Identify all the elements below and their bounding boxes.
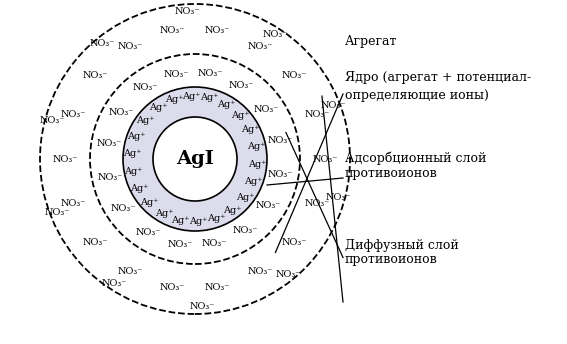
Text: NO₃⁻: NO₃⁻ [320, 101, 346, 110]
Text: Агрегат: Агрегат [345, 35, 397, 49]
Text: NO₃⁻: NO₃⁻ [111, 204, 137, 213]
Text: NO₃⁻: NO₃⁻ [247, 42, 273, 51]
Text: Ag⁺: Ag⁺ [189, 217, 208, 226]
Text: Ag⁺: Ag⁺ [248, 160, 267, 169]
Text: NO₃⁻: NO₃⁻ [175, 7, 200, 16]
Text: AgI: AgI [176, 150, 214, 168]
Text: NO₃⁻: NO₃⁻ [190, 302, 215, 311]
Text: NO₃⁻: NO₃⁻ [163, 69, 189, 78]
Text: NO₃⁻: NO₃⁻ [304, 110, 330, 119]
Text: Ag⁺: Ag⁺ [123, 149, 142, 158]
Text: Ag⁺: Ag⁺ [136, 116, 154, 125]
Text: NO₃⁻: NO₃⁻ [205, 26, 230, 35]
Text: Ag⁺: Ag⁺ [171, 216, 190, 225]
Circle shape [153, 117, 237, 201]
Text: NO₃⁻: NO₃⁻ [133, 83, 158, 92]
Text: NO₃⁻: NO₃⁻ [160, 282, 185, 291]
Text: NO₃⁻: NO₃⁻ [109, 108, 134, 117]
Text: Ag⁺: Ag⁺ [127, 131, 146, 141]
Text: NO₃⁻: NO₃⁻ [304, 199, 330, 208]
Circle shape [123, 87, 267, 231]
Text: Диффузный слой: Диффузный слой [345, 238, 459, 251]
Text: NO₃⁻: NO₃⁻ [197, 69, 223, 78]
Text: NO₃⁻: NO₃⁻ [96, 139, 122, 148]
Text: NO₃⁻: NO₃⁻ [312, 154, 338, 163]
Text: NO₃⁻: NO₃⁻ [263, 30, 288, 39]
Text: определяющие ионы): определяющие ионы) [345, 88, 489, 101]
Text: NO₃⁻: NO₃⁻ [276, 269, 301, 279]
Text: NO₃⁻: NO₃⁻ [232, 226, 257, 235]
Text: Ag⁺: Ag⁺ [223, 205, 241, 215]
Text: NO₃⁻: NO₃⁻ [267, 136, 293, 145]
Text: Ag⁺: Ag⁺ [235, 193, 254, 202]
Text: Ag⁺: Ag⁺ [217, 100, 235, 109]
Text: Ag⁺: Ag⁺ [124, 167, 142, 176]
Text: NO₃⁻: NO₃⁻ [117, 42, 143, 51]
Text: Ядро (агрегат + потенциал-: Ядро (агрегат + потенциал- [345, 72, 531, 85]
Text: NO₃⁻: NO₃⁻ [83, 71, 108, 80]
Text: NO₃⁻: NO₃⁻ [205, 282, 230, 291]
Text: NO₃⁻: NO₃⁻ [229, 81, 255, 90]
Text: противоионов: противоионов [345, 254, 438, 267]
Text: NO₃⁻: NO₃⁻ [60, 110, 86, 119]
Text: NO₃⁻: NO₃⁻ [44, 207, 70, 216]
Text: NO₃⁻: NO₃⁻ [39, 116, 65, 125]
Text: Ag⁺: Ag⁺ [164, 95, 183, 104]
Text: NO₃⁻: NO₃⁻ [325, 193, 350, 202]
Text: NO₃⁻: NO₃⁻ [160, 26, 185, 35]
Text: NO₃⁻: NO₃⁻ [247, 267, 273, 276]
Text: NO₃⁻: NO₃⁻ [282, 238, 307, 247]
Text: Ag⁺: Ag⁺ [242, 125, 260, 134]
Text: Ag⁺: Ag⁺ [244, 178, 263, 186]
Text: Ag⁺: Ag⁺ [248, 142, 266, 151]
Text: NO₃⁻: NO₃⁻ [268, 170, 293, 179]
Text: NO₃⁻: NO₃⁻ [201, 239, 227, 248]
Text: NO₃⁻: NO₃⁻ [256, 201, 281, 210]
Text: NO₃⁻: NO₃⁻ [253, 105, 279, 114]
Text: Адсорбционный слой: Адсорбционный слой [345, 151, 486, 165]
Text: Ag⁺: Ag⁺ [231, 111, 249, 120]
Text: Ag⁺: Ag⁺ [155, 209, 173, 218]
Text: NO₃⁻: NO₃⁻ [83, 238, 108, 247]
Text: Ag⁺: Ag⁺ [141, 198, 159, 207]
Text: Ag⁺: Ag⁺ [182, 92, 201, 100]
Text: NO₃⁻: NO₃⁻ [60, 199, 86, 208]
Text: NO₃⁻: NO₃⁻ [136, 228, 161, 237]
Text: противоионов: противоионов [345, 166, 438, 180]
Text: NO₃⁻: NO₃⁻ [167, 240, 193, 249]
Text: NO₃⁻: NO₃⁻ [117, 267, 143, 276]
Text: Ag⁺: Ag⁺ [149, 104, 167, 112]
Text: NO₃⁻: NO₃⁻ [101, 279, 127, 288]
Text: Ag⁺: Ag⁺ [207, 214, 225, 223]
Text: NO₃⁻: NO₃⁻ [89, 40, 115, 49]
Text: Ag⁺: Ag⁺ [200, 93, 219, 102]
Text: NO₃⁻: NO₃⁻ [282, 71, 307, 80]
Text: NO₃⁻: NO₃⁻ [52, 154, 78, 163]
Text: NO₃⁻: NO₃⁻ [98, 173, 122, 182]
Text: Ag⁺: Ag⁺ [130, 184, 149, 193]
